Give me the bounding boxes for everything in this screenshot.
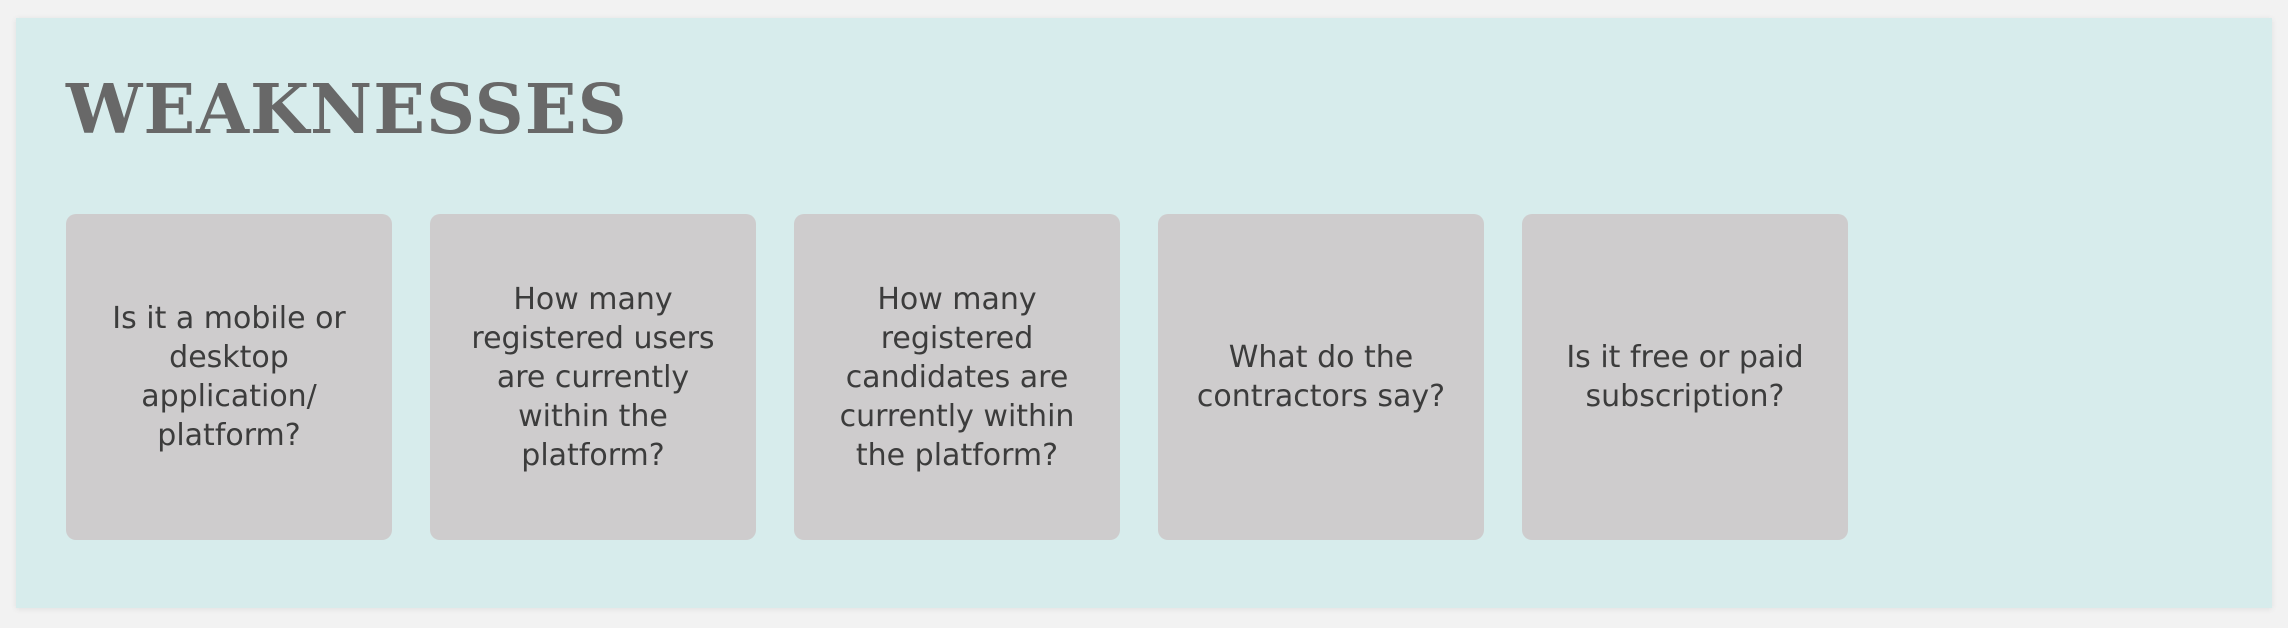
- sticky-note-card[interactable]: Is it a mobile or desktop application/ p…: [66, 214, 392, 540]
- sticky-note-card[interactable]: How many registered users are currently …: [430, 214, 756, 540]
- card-text: Is it free or paid subscription?: [1566, 340, 1804, 414]
- card-text: How many registered users are currently …: [471, 281, 715, 473]
- sticky-note-card[interactable]: Is it free or paid subscription?: [1522, 214, 1848, 540]
- card-row: Is it a mobile or desktop application/ p…: [66, 214, 1848, 540]
- card-text: Is it a mobile or desktop application/ p…: [112, 301, 346, 453]
- card-text: What do the contractors say?: [1196, 340, 1446, 414]
- weaknesses-board: WEAKNESSES Is it a mobile or desktop app…: [16, 18, 2272, 608]
- card-text: How many registered candidates are curre…: [839, 281, 1075, 473]
- board-title: WEAKNESSES: [66, 70, 628, 150]
- sticky-note-card[interactable]: How many registered candidates are curre…: [794, 214, 1120, 540]
- sticky-note-card[interactable]: What do the contractors say?: [1158, 214, 1484, 540]
